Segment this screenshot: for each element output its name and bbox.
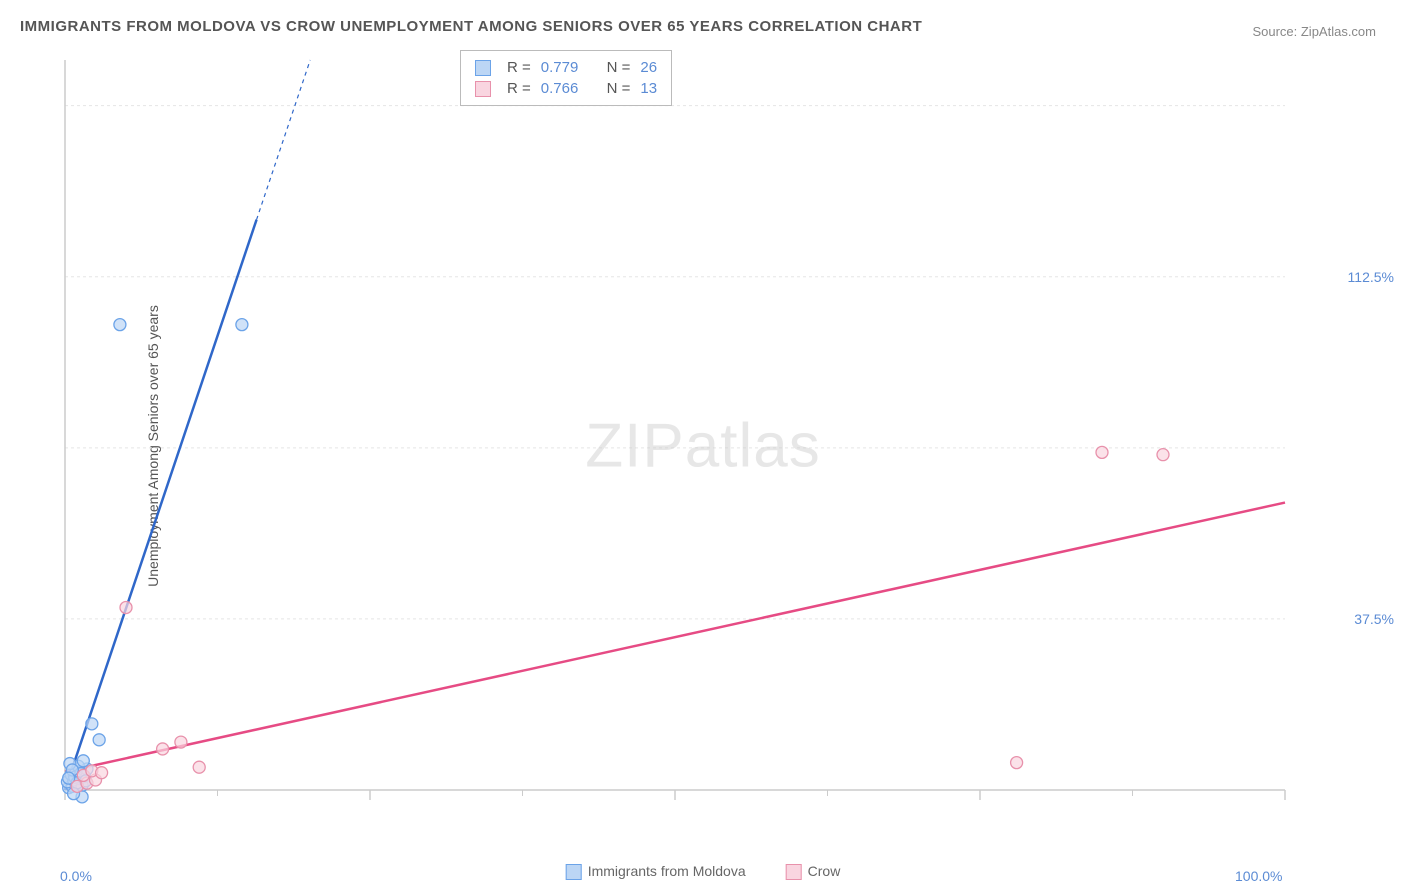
chart-svg [55, 50, 1355, 830]
correlation-stats-box: R =0.779 N =26R =0.766 N =13 [460, 50, 672, 106]
source-name: ZipAtlas.com [1301, 24, 1376, 39]
x-tick-label: 0.0% [60, 868, 92, 884]
legend-label: Immigrants from Moldova [588, 863, 746, 879]
legend-swatch-icon [566, 864, 582, 880]
legend-item-moldova: Immigrants from Moldova [566, 863, 746, 880]
y-tick-label: 112.5% [1348, 269, 1394, 285]
legend-label: Crow [808, 863, 841, 879]
x-tick-label: 100.0% [1235, 868, 1282, 884]
chart-title: IMMIGRANTS FROM MOLDOVA VS CROW UNEMPLOY… [20, 18, 922, 35]
y-tick-label: 37.5% [1354, 611, 1394, 627]
source-prefix: Source: [1252, 24, 1300, 39]
legend-swatch-icon [786, 864, 802, 880]
bottom-legend: Immigrants from Moldova Crow [566, 863, 841, 880]
stats-swatch-icon [475, 81, 491, 97]
stats-row-crow: R =0.766 N =13 [475, 78, 657, 99]
chart-plot-area [55, 50, 1355, 830]
stats-swatch-icon [475, 60, 491, 76]
source-attribution: Source: ZipAtlas.com [1252, 24, 1376, 39]
legend-item-crow: Crow [786, 863, 841, 880]
stats-row-moldova: R =0.779 N =26 [475, 57, 657, 78]
